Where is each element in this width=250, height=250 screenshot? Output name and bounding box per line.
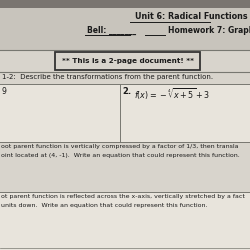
Text: Unit 6: Radical Functions: Unit 6: Radical Functions xyxy=(136,12,248,21)
Bar xyxy=(0,0,250,8)
Text: 1-2:  Describe the transformations from the parent function.: 1-2: Describe the transformations from t… xyxy=(2,74,213,80)
Bar xyxy=(0,84,250,142)
Text: 9: 9 xyxy=(2,87,7,96)
Text: units down.  Write an equation that could represent this function.: units down. Write an equation that could… xyxy=(1,203,208,208)
Text: Homework 7: Graphing Radi: Homework 7: Graphing Radi xyxy=(168,26,250,35)
Text: ot parent function is reflected across the x-axis, vertically stretched by a fac: ot parent function is reflected across t… xyxy=(1,194,245,199)
Bar xyxy=(0,192,250,250)
Bar xyxy=(0,8,250,50)
Text: 2.: 2. xyxy=(122,87,131,96)
Text: oint located at (4, -1).  Write an equation that could represent this function.: oint located at (4, -1). Write an equati… xyxy=(1,153,240,158)
Text: Bell: _______: Bell: _______ xyxy=(87,26,136,35)
Bar xyxy=(0,142,250,190)
Bar xyxy=(55,52,200,70)
Text: $f(x)=-\sqrt[4]{x+5}+3$: $f(x)=-\sqrt[4]{x+5}+3$ xyxy=(134,87,210,102)
Text: ** This is a 2-page document! **: ** This is a 2-page document! ** xyxy=(62,58,194,64)
Text: oot parent function is vertically compressed by a factor of 1/3, then transla: oot parent function is vertically compre… xyxy=(1,144,238,149)
